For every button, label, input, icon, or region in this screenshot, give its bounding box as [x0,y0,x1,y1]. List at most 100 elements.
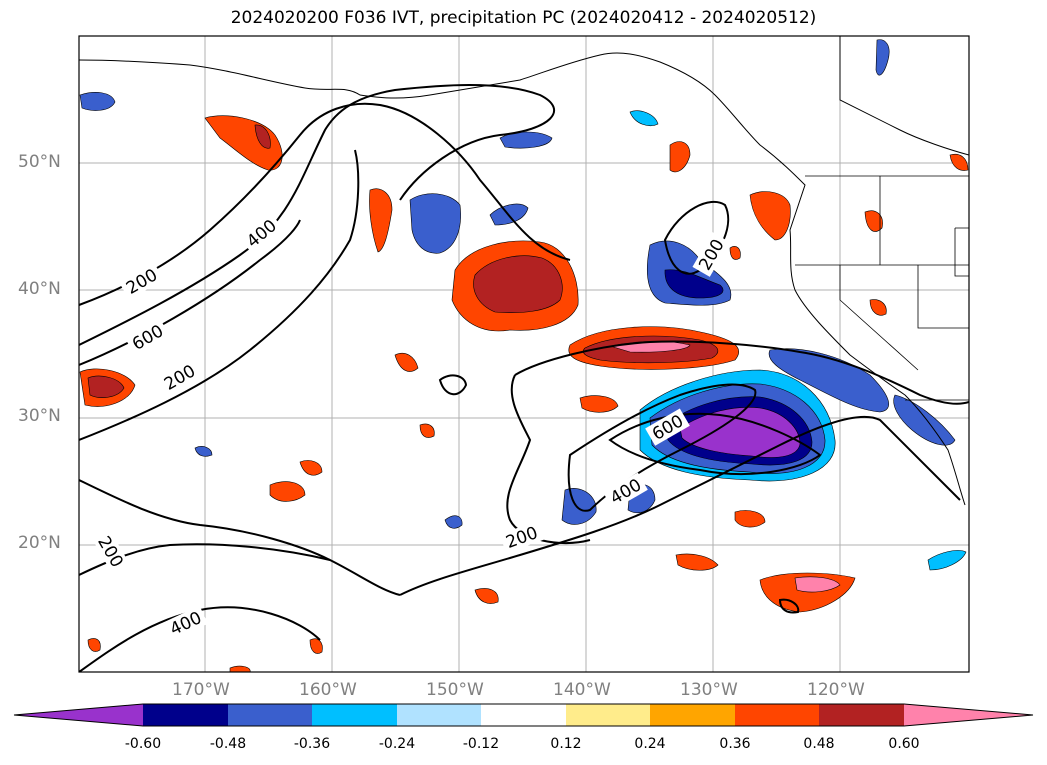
border-state-5 [954,227,969,277]
pc-area-pos-10 [749,191,791,241]
border-state-4 [917,265,969,329]
contour-label-bg [692,232,730,277]
lon-label-150w: 150°W [426,680,484,700]
lat-label-30n: 30°N [18,406,61,426]
contour-label-bg [92,529,130,574]
colorbar-segment-4 [397,704,481,726]
ivt-contour-200-ar-north [514,340,969,405]
pc-area-pos-18 [394,352,419,372]
border-state-2 [839,265,919,371]
pc-area-neg-14 [79,92,116,111]
colorbar-tick: 0.48 [803,736,835,752]
colorbar-outline [13,703,1034,727]
ivt-contour-small-loop-2 [778,598,800,614]
contour-label-bg [125,318,170,356]
colorbar-segment-8 [735,704,819,726]
contour-label-bg [239,212,284,254]
colorbar-tick: 0.24 [634,736,666,752]
lon-label-120w: 120°W [807,680,865,700]
pc-area-pos-29 [869,299,887,316]
ivt-contour-400-ar [567,383,757,512]
pc-area-pos-26 [309,638,323,654]
pc-positive-areas [79,115,969,672]
colorbar-segment-3 [312,704,397,726]
pc-area-pos-13 [669,141,691,173]
colorbar-segment-1 [143,704,228,726]
ivt-contour-400-north [79,84,555,346]
map-frame [78,35,970,673]
pc-area-pos-24 [474,588,499,604]
pc-area-pos-15 [269,481,306,502]
colorbar-tick: 0.12 [550,736,582,752]
pc-negative-areas [79,39,967,571]
pc-area-neg-12 [561,488,597,525]
pc-area-pos-27 [87,638,101,652]
pc-area-pos-7 [254,124,271,149]
contour-label-bg [119,262,164,300]
contour-label-bg [603,472,648,510]
coastline-north-america [79,52,966,506]
ivt-contour-200-north [79,102,571,306]
colorbar-segment-6 [566,704,650,726]
pc-area-pos-23 [949,153,969,171]
lon-label-130w: 130°W [680,680,738,700]
coastlines [79,36,969,506]
lat-label-40n: 40°N [18,279,61,299]
lat-label-20n: 20°N [18,533,61,553]
ivt-contour-600-west [79,219,301,366]
pc-area-pos-16 [734,510,766,528]
contour-label-bg [157,358,202,396]
ivt-contour-200-ar-south [399,415,961,596]
ivt-contour-200-lower [79,149,360,441]
pc-area-pos-17 [579,395,619,413]
pc-area-neg-4 [679,407,801,458]
figure-title: 2024020200 F036 IVT, precipitation PC (2… [230,8,817,28]
pc-area-neg-6 [893,394,956,446]
lat-label-50n: 50°N [18,152,61,172]
colorbar-segment-10 [904,704,1033,726]
pc-area-pos-22 [419,423,435,438]
colorbar-segment-0 [14,704,143,726]
colorbar-tick: -0.36 [293,736,331,752]
colorbar [13,703,1034,727]
pc-area-pos-28 [729,246,741,260]
pc-area-pos-25 [229,665,251,672]
pc-area-pos-14 [369,188,393,253]
colorbar-segment-9 [819,704,904,726]
political-borders [795,175,969,401]
colorbar-segment-5 [481,704,566,726]
pc-area-neg-15 [629,110,659,126]
colorbar-tick: 0.36 [719,736,751,752]
colorbar-segment-7 [650,704,735,726]
ivt-contour-small-loop [438,374,468,396]
pc-area-pos-19 [675,553,719,571]
ivt-contour-200-ar-west [506,374,591,544]
lon-label-160w: 160°W [299,680,357,700]
colorbar-tick: -0.24 [378,736,416,752]
pc-area-pos-12 [794,576,841,593]
pc-area-neg-19 [194,446,213,457]
contour-label-bg [163,605,208,641]
pc-area-pos-9 [87,375,125,398]
pc-area-neg-16 [875,39,890,76]
colorbar-tick: 0.60 [888,736,920,752]
colorbar-tick: -0.48 [209,736,247,752]
ivt-contour-labels: 200 400 600 200 600 400 [92,212,730,641]
lon-label-140w: 140°W [553,680,611,700]
coastline-canada [839,36,969,156]
pc-area-pos-21 [299,460,323,476]
pc-area-neg-9 [409,193,461,254]
colorbar-tick: -0.12 [462,736,500,752]
pc-area-neg-17 [927,550,967,571]
pc-area-pos-2 [473,255,563,313]
ivt-contour-200-east [663,200,730,275]
contour-label-bg [645,408,690,446]
pc-area-neg-5 [768,348,889,413]
colorbar-tick: -0.60 [124,736,162,752]
ivt-contour-600-ar [608,412,822,475]
ivt-contour-200-south [79,479,401,596]
lon-label-170w: 170°W [172,680,230,700]
pc-area-pos-20 [864,210,883,232]
colorbar-segment-2 [228,704,312,726]
